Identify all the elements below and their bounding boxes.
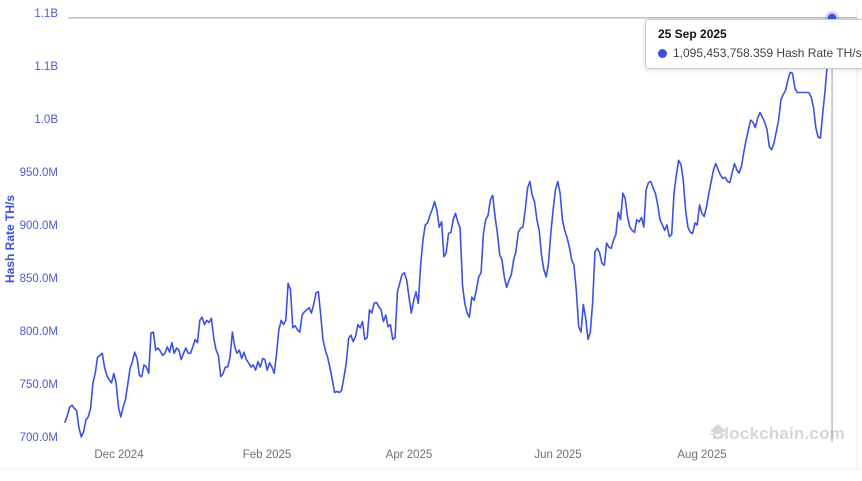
tooltip-date: 25 Sep 2025: [658, 27, 727, 41]
chart-tooltip: 25 Sep 2025 1,095,453,758.359 Hash Rate …: [645, 19, 862, 69]
watermark: Blockchain.com: [710, 424, 845, 443]
hashrate-series-line: [64, 16, 847, 438]
x-tick-label: Dec 2024: [94, 449, 144, 461]
y-tick-label: 850.0M: [20, 273, 58, 285]
x-tick-label: Jun 2025: [534, 449, 581, 461]
y-tick-label: 1.1B: [34, 61, 58, 73]
x-tick-label: Aug 2025: [677, 449, 726, 461]
x-tick-label: Feb 2025: [243, 449, 292, 461]
y-axis-tick-labels: 1.1B 1.1B 1.0B 950.0M 900.0M 850.0M 800.0M 750.…: [20, 8, 59, 444]
y-axis-title: Hash Rate TH/s: [3, 195, 17, 283]
y-tick-label: 800.0M: [20, 326, 58, 338]
y-tick-label: 1.0B: [34, 114, 58, 126]
tooltip-value: 1,095,453,758.359 Hash Rate TH/s: [673, 46, 862, 60]
x-axis-tick-labels: Dec 2024 Feb 2025 Apr 2025 Jun 2025 Aug 2025: [94, 449, 726, 461]
blockchain-diamond-icon: [710, 424, 726, 440]
series-dot-icon: [658, 48, 667, 58]
y-tick-label: 900.0M: [20, 220, 58, 232]
y-tick-label: 700.0M: [20, 432, 58, 444]
y-tick-label: 1.1B: [34, 8, 58, 20]
x-tick-label: Apr 2025: [386, 449, 433, 461]
watermark-text: Blockchain.com: [712, 424, 845, 443]
y-tick-label: 950.0M: [20, 167, 58, 179]
y-tick-label: 750.0M: [20, 379, 58, 391]
